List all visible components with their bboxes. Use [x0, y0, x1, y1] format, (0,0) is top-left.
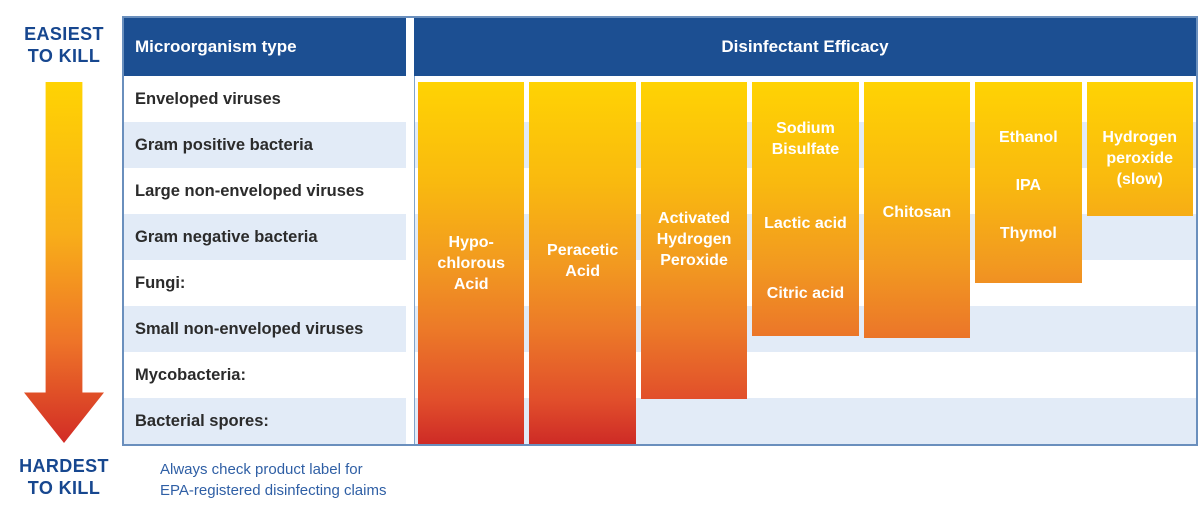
- efficacy-bars: Hypo- chlorous Acid Peracetic Acid Activ…: [418, 82, 1193, 444]
- bar-label: Sodium Bisulfate: [771, 120, 840, 159]
- bar-label: Hypo- chlorous Acid: [437, 234, 505, 294]
- table-body: Enveloped viruses Gram positive bacteria…: [124, 76, 1196, 444]
- efficacy-table: Microorganism type Disinfectant Efficacy…: [122, 16, 1198, 446]
- microorganism-column: Enveloped viruses Gram positive bacteria…: [124, 76, 406, 444]
- bar-peracetic-acid: Peracetic Acid: [529, 82, 636, 444]
- bar-hypochlorous-acid: Hypo- chlorous Acid: [418, 82, 525, 444]
- bar-label: Hydrogen peroxide (slow): [1102, 129, 1178, 189]
- bar-label: Peracetic Acid: [547, 242, 619, 281]
- bar-label: Lactic acid: [764, 215, 847, 232]
- table-row: Small non-enveloped viruses: [124, 306, 406, 352]
- bar-chitosan: Chitosan: [863, 82, 971, 338]
- table-row: Bacterial spores:: [124, 398, 406, 444]
- disinfectant-efficacy-header: Disinfectant Efficacy: [414, 18, 1196, 76]
- bar-sodium-bisulfate-lactic-citric: Sodium Bisulfate Lactic acid Citric acid: [752, 82, 859, 336]
- bar-activated-hydrogen-peroxide: Activated Hydrogen Peroxide: [640, 82, 748, 399]
- table-row: Enveloped viruses: [124, 76, 406, 122]
- header-divider: [406, 18, 414, 76]
- bar-label: Chitosan: [882, 204, 952, 221]
- table-row: Mycobacteria:: [124, 352, 406, 398]
- table-row: Gram positive bacteria: [124, 122, 406, 168]
- bar-label: Activated Hydrogen Peroxide: [656, 210, 732, 270]
- table-row: Fungi:: [124, 260, 406, 306]
- easiest-to-hardest-arrow-icon: [24, 82, 104, 443]
- hardest-to-kill-label: HARDEST TO KILL: [19, 456, 109, 498]
- bar-label: Thymol: [999, 225, 1057, 242]
- bar-label: Citric acid: [766, 285, 845, 302]
- bar-label: Ethanol: [998, 129, 1058, 146]
- bar-ethanol-ipa-thymol: Ethanol IPA Thymol: [975, 82, 1082, 283]
- column-divider: [406, 76, 414, 444]
- bar-hydrogen-peroxide-slow: Hydrogen peroxide (slow): [1086, 82, 1193, 216]
- table-row: Gram negative bacteria: [124, 214, 406, 260]
- microorganism-type-header: Microorganism type: [124, 18, 406, 76]
- easiest-to-kill-label: EASIEST TO KILL: [24, 24, 104, 66]
- table-row: Large non-enveloped viruses: [124, 168, 406, 214]
- table-header-row: Microorganism type Disinfectant Efficacy: [124, 18, 1196, 76]
- efficacy-bars-area: Hypo- chlorous Acid Peracetic Acid Activ…: [414, 76, 1196, 444]
- epa-label-footnote: Always check product label for EPA-regis…: [160, 461, 387, 499]
- bar-label: IPA: [1015, 177, 1042, 194]
